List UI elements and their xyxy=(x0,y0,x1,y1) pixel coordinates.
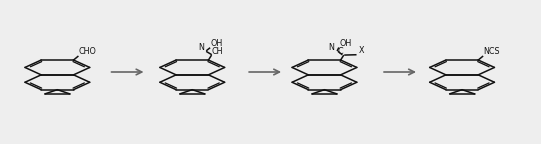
Text: N: N xyxy=(199,43,204,52)
Text: C: C xyxy=(338,47,344,56)
Text: OH: OH xyxy=(210,39,223,48)
Text: CHO: CHO xyxy=(79,47,97,56)
Text: OH: OH xyxy=(340,39,352,48)
Text: CH: CH xyxy=(212,48,223,56)
Text: N: N xyxy=(328,43,334,52)
Text: NCS: NCS xyxy=(484,47,500,56)
Text: X: X xyxy=(359,46,364,55)
